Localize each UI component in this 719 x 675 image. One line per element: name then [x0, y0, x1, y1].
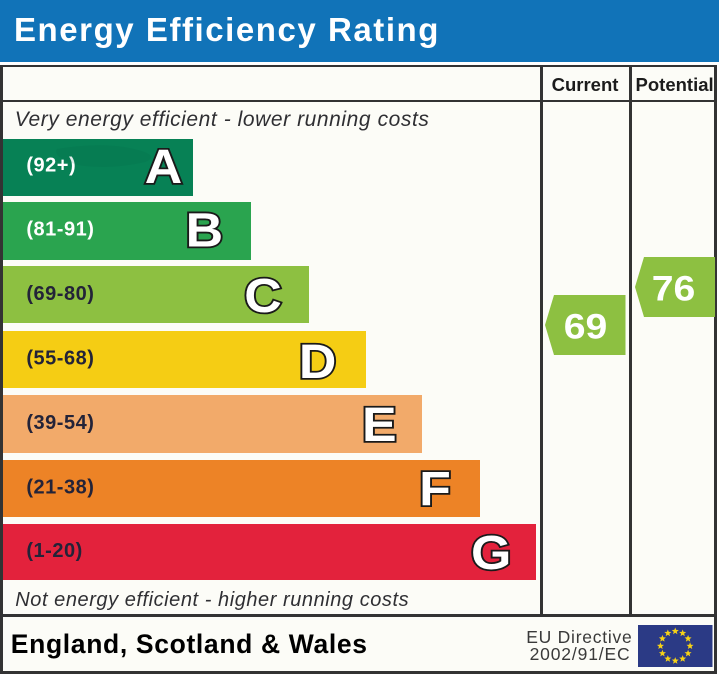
svg-text:(81-91): (81-91) [26, 219, 94, 241]
svg-text:Very energy efficient - lower: Very energy efficient - lower running co… [15, 108, 430, 131]
svg-text:EU Directive: EU Directive [526, 627, 632, 647]
svg-text:(39-54): (39-54) [26, 412, 94, 434]
svg-text:F: F [419, 462, 451, 516]
svg-text:Current: Current [552, 74, 619, 95]
svg-text:England, Scotland & Wales: England, Scotland & Wales [11, 629, 368, 659]
svg-text:Potential: Potential [636, 74, 714, 95]
svg-text:(55-68): (55-68) [26, 348, 94, 370]
svg-text:C: C [244, 269, 281, 323]
svg-text:G: G [471, 526, 511, 580]
svg-text:(92+): (92+) [26, 155, 76, 177]
svg-text:(21-38): (21-38) [26, 477, 94, 499]
svg-text:2002/91/EC: 2002/91/EC [530, 644, 631, 664]
svg-text:(69-80): (69-80) [26, 283, 94, 305]
svg-text:D: D [299, 335, 336, 389]
svg-text:76: 76 [652, 268, 696, 308]
svg-text:69: 69 [564, 306, 608, 346]
svg-text:A: A [145, 140, 182, 194]
svg-text:(1-20): (1-20) [26, 540, 82, 562]
svg-text:Not energy efficient - higher: Not energy efficient - higher running co… [15, 589, 409, 611]
svg-text:E: E [362, 397, 397, 451]
svg-text:Energy Efficiency Rating: Energy Efficiency Rating [14, 11, 440, 48]
svg-text:B: B [186, 203, 223, 257]
